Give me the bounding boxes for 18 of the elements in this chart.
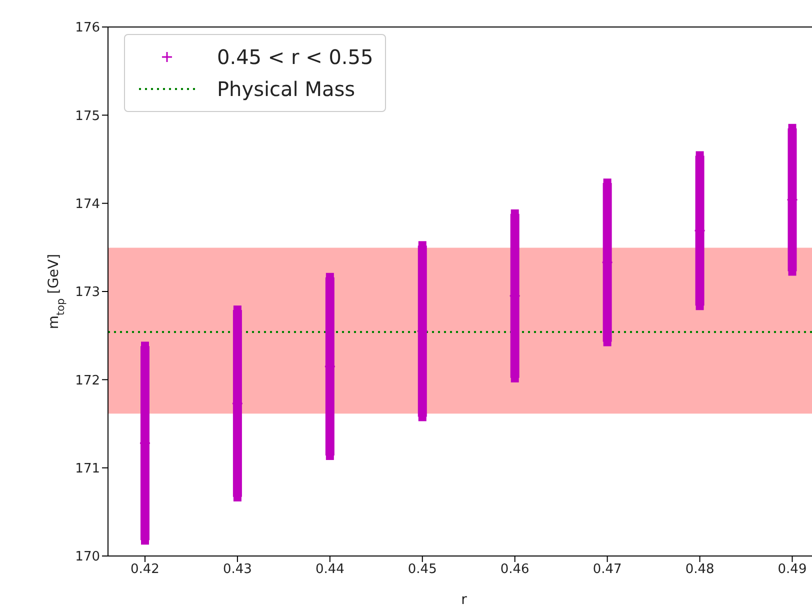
legend-label: Physical Mass	[217, 76, 356, 103]
legend-label: 0.45 < r < 0.55	[217, 44, 374, 71]
x-tick-label: 0.49	[778, 562, 807, 578]
x-tick-label: 0.43	[222, 562, 252, 578]
y-tick-label: 172	[75, 373, 100, 388]
x-tick-label: 0.48	[685, 562, 714, 578]
x-tick-label: 0.47	[592, 562, 622, 578]
x-axis-title: r	[461, 592, 468, 607]
y-tick-label: 175	[75, 108, 100, 124]
x-tick-label: 0.44	[315, 562, 344, 578]
y-tick-label: 170	[75, 550, 100, 565]
y-tick-label: 173	[75, 285, 100, 300]
y-tick-label: 174	[75, 196, 100, 212]
x-tick-label: 0.42	[130, 562, 160, 578]
x-tick-label: 0.45	[408, 562, 437, 578]
x-tick-label: 0.46	[500, 562, 530, 578]
y-tick-label: 176	[75, 20, 100, 36]
y-tick-label: 171	[75, 461, 100, 476]
